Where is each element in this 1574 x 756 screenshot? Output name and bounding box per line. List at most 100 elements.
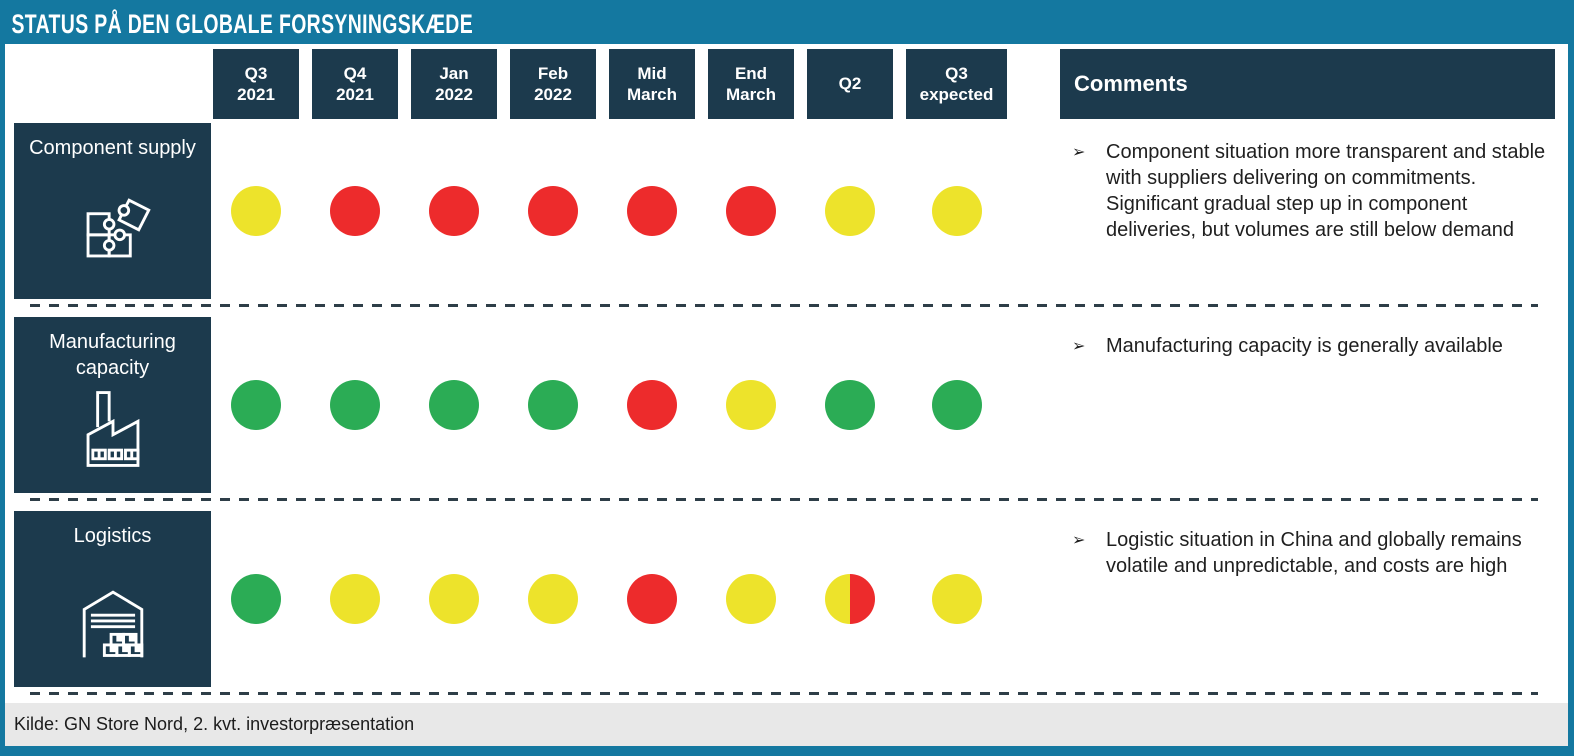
arrow-bullet-icon: ➢ bbox=[1072, 144, 1086, 161]
comments-header: Comments bbox=[1060, 49, 1555, 119]
status-cell bbox=[807, 123, 893, 299]
status-cell bbox=[510, 123, 596, 299]
status-dot-yellow bbox=[429, 574, 479, 624]
status-cell bbox=[708, 123, 794, 299]
comment-item: ➢ Component situation more transparent an… bbox=[1060, 123, 1555, 243]
status-dot-yellow bbox=[528, 574, 578, 624]
status-dot-green bbox=[429, 380, 479, 430]
status-dot-yellow bbox=[726, 380, 776, 430]
status-dot-red bbox=[726, 186, 776, 236]
period-header: End March bbox=[708, 49, 794, 119]
status-row-logistics: Logistics ➢ Logistic situation in China an… bbox=[14, 511, 1568, 687]
period-column-end-march: End March bbox=[708, 49, 794, 119]
period-header: Q4 2021 bbox=[312, 49, 398, 119]
status-dot-red bbox=[627, 380, 677, 430]
period-header: Q3 expected bbox=[906, 49, 1007, 119]
row-label-box-logistics: Logistics bbox=[14, 511, 211, 687]
comment-item: ➢ Manufacturing capacity is generally ava… bbox=[1060, 317, 1555, 359]
period-label-line1: Q4 bbox=[343, 63, 367, 83]
period-label-line2: 2022 bbox=[435, 85, 473, 104]
comment-text: Manufacturing capacity is generally avai… bbox=[1106, 335, 1503, 357]
period-label-line2: 2021 bbox=[237, 85, 275, 104]
warehouse-icon bbox=[65, 571, 161, 667]
status-row-component-supply: Component supply ➢ Component situation mor… bbox=[14, 123, 1568, 299]
status-dot-red bbox=[330, 186, 380, 236]
comments-column-header: Comments bbox=[1060, 49, 1555, 119]
status-cell bbox=[411, 317, 497, 493]
arrow-bullet-icon: ➢ bbox=[1072, 532, 1086, 549]
period-header: Q2 bbox=[807, 49, 893, 119]
row-label: Logistics bbox=[73, 525, 152, 547]
label-column-spacer bbox=[14, 49, 211, 119]
status-cell bbox=[510, 317, 596, 493]
period-column-mid-march: Mid March bbox=[609, 49, 695, 119]
status-cell bbox=[708, 511, 794, 687]
status-dot-red bbox=[627, 186, 677, 236]
status-cell bbox=[411, 123, 497, 299]
comment-cell-component-supply: ➢ Component situation more transparent an… bbox=[1060, 123, 1555, 299]
factory-icon bbox=[65, 381, 161, 477]
status-cell bbox=[213, 317, 299, 493]
title-bar: STATUS PÅ DEN GLOBALE FORSYNINGSKÆDE bbox=[5, 5, 1568, 44]
comment-item: ➢ Logistic situation in China and globall… bbox=[1060, 511, 1555, 579]
status-dot-yellow-red bbox=[825, 574, 875, 624]
status-cell bbox=[213, 123, 299, 299]
status-cell bbox=[807, 511, 893, 687]
status-dot-green bbox=[528, 380, 578, 430]
period-label-line1: Q3 bbox=[945, 63, 968, 83]
period-column-feb-2022: Feb 2022 bbox=[510, 49, 596, 119]
status-dot-yellow bbox=[330, 574, 380, 624]
period-header: Mid March bbox=[609, 49, 695, 119]
status-dot-red bbox=[528, 186, 578, 236]
period-label-line2: March bbox=[725, 85, 777, 104]
status-row-manufacturing-capacity: Manufacturing capacity ➢ Manufacturing cap… bbox=[14, 317, 1568, 493]
comment-text: Logistic situation in China and globally… bbox=[1106, 529, 1522, 577]
row-label: Manufacturing capacity bbox=[49, 331, 176, 379]
source-note: Kilde: GN Store Nord, 2. kvt. investorpr… bbox=[5, 703, 1568, 746]
status-cell bbox=[807, 317, 893, 493]
header-band: Q3 2021 Q4 2021 Jan 2022 Feb 2022 Mid March End Mar… bbox=[14, 49, 1568, 119]
period-label-line2: 2021 bbox=[336, 85, 374, 104]
status-cell bbox=[609, 317, 695, 493]
status-cell bbox=[312, 317, 398, 493]
period-column-q2: Q2 bbox=[807, 49, 893, 119]
status-dot-green bbox=[231, 380, 281, 430]
period-header: Feb 2022 bbox=[510, 49, 596, 119]
status-dot-row bbox=[213, 317, 1007, 493]
status-dot-row bbox=[213, 123, 1007, 299]
period-column-q3-2021: Q3 2021 bbox=[213, 49, 299, 119]
dashed-divider bbox=[30, 304, 1538, 307]
status-dot-yellow bbox=[726, 574, 776, 624]
status-cell bbox=[609, 511, 695, 687]
status-dot-green bbox=[231, 574, 281, 624]
period-header: Jan 2022 bbox=[411, 49, 497, 119]
row-label: Component supply bbox=[29, 137, 196, 159]
period-label-line2: March bbox=[626, 85, 678, 104]
dashed-divider bbox=[30, 498, 1538, 501]
status-dot-yellow bbox=[931, 574, 982, 624]
period-label-line1: Q3 bbox=[244, 63, 268, 83]
status-cell bbox=[708, 317, 794, 493]
status-dot-green bbox=[825, 380, 875, 430]
status-cell bbox=[609, 123, 695, 299]
status-cell bbox=[906, 123, 1007, 299]
status-dot-yellow bbox=[231, 186, 281, 236]
comment-text: Component situation more transparent and… bbox=[1106, 141, 1546, 241]
period-column-q3-expected: Q3 expected bbox=[906, 49, 1007, 119]
status-dot-green bbox=[330, 380, 380, 430]
comment-cell-logistics: ➢ Logistic situation in China and globall… bbox=[1060, 511, 1555, 687]
status-dot-red bbox=[429, 186, 479, 236]
status-cell bbox=[213, 511, 299, 687]
status-dot-red bbox=[627, 574, 677, 624]
period-label-line2: expected bbox=[919, 85, 994, 104]
status-dot-yellow bbox=[825, 186, 875, 236]
status-cell bbox=[312, 123, 398, 299]
status-rows: Component supply ➢ Component situation mor… bbox=[5, 123, 1568, 695]
period-label-line1: Jan bbox=[439, 63, 469, 83]
status-cell bbox=[906, 511, 1007, 687]
status-cell bbox=[411, 511, 497, 687]
comment-cell-manufacturing-capacity: ➢ Manufacturing capacity is generally ava… bbox=[1060, 317, 1555, 493]
period-header-row: Q3 2021 Q4 2021 Jan 2022 Feb 2022 Mid March End Mar… bbox=[213, 49, 1007, 119]
status-dot-green bbox=[931, 380, 982, 430]
